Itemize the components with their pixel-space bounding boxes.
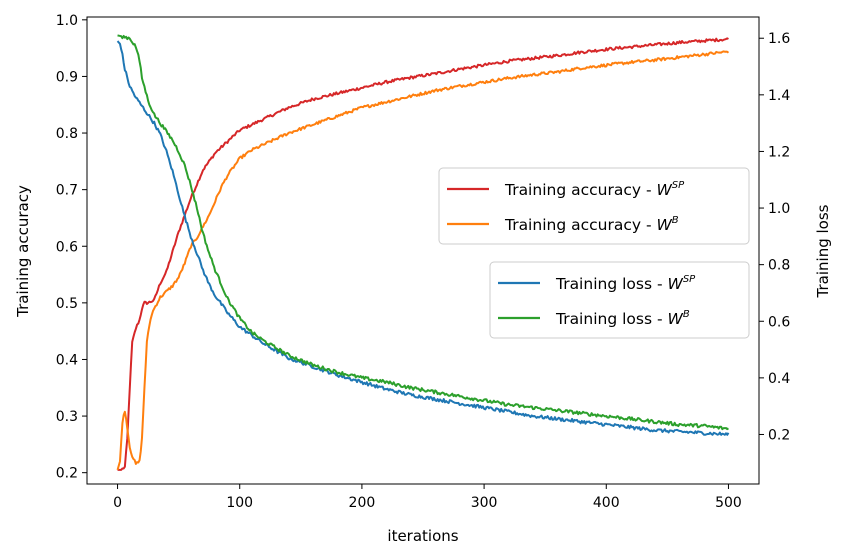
- series-line-acc_sp: [117, 37, 729, 471]
- legend-label-acc-b-text: Training accuracy -: [504, 216, 656, 234]
- y-left-tick-label: 0.4: [56, 352, 78, 368]
- series-layer: [116, 34, 730, 471]
- y-left-tick-label: 0.3: [56, 409, 78, 425]
- y-left-tick-label: 0.2: [56, 466, 78, 482]
- plot-frame: [86, 16, 760, 485]
- y-left-tick-label: 0.5: [56, 296, 78, 312]
- legend-label-loss-b: Training loss - WB: [555, 309, 690, 328]
- y-right-tick-label: 1.6: [768, 31, 790, 47]
- x-tick-label: 0: [113, 495, 122, 511]
- y-left-tick-label: 0.9: [56, 69, 78, 85]
- series-line-acc_b: [116, 50, 730, 471]
- series-line-loss_b: [117, 34, 729, 431]
- legend-label-acc-sp-sup: SP: [672, 180, 685, 191]
- y-axis-right: 0.2 0.4 0.6 0.8 1.0 1.2 1.4 1.6: [759, 31, 790, 443]
- x-tick-label: 300: [471, 495, 498, 511]
- legend-label-loss-sp-text: Training loss -: [555, 275, 667, 293]
- y-axis-left: 0.2 0.3 0.4 0.5 0.6 0.7 0.8 0.9 1.0: [56, 13, 87, 482]
- y-right-tick-label: 1.2: [768, 144, 790, 160]
- x-axis: 0 100 200 300 400 500: [113, 484, 742, 511]
- legend-label-loss-sp-w: W: [667, 275, 683, 293]
- legend-label-loss-b-sup: B: [683, 309, 690, 320]
- legend-label-acc-b-sup: B: [672, 215, 679, 226]
- series-line-loss_sp: [116, 40, 730, 436]
- legend-label-acc-sp-text: Training accuracy -: [504, 181, 656, 199]
- legend-label-loss-sp: Training loss - WSP: [555, 274, 696, 293]
- y-left-tick-label: 0.8: [56, 126, 78, 142]
- legend-accuracy-box: [438, 167, 750, 245]
- y-right-tick-label: 1.4: [768, 88, 790, 104]
- y-right-tick-label: 0.8: [768, 258, 790, 274]
- y-right-tick-label: 1.0: [768, 201, 790, 217]
- legend-label-acc-b: Training accuracy - WB: [504, 215, 679, 234]
- y-axis-right-title: Training loss: [814, 204, 832, 298]
- y-left-tick-label: 0.6: [56, 239, 78, 255]
- y-right-tick-label: 0.4: [768, 371, 790, 387]
- y-axis-left-title: Training accuracy: [14, 185, 32, 318]
- legend-loss-box: [489, 261, 750, 339]
- x-tick-label: 400: [593, 495, 620, 511]
- x-tick-label: 100: [226, 495, 253, 511]
- y-right-tick-label: 0.6: [768, 314, 790, 330]
- legend-label-loss-sp-sup: SP: [683, 274, 696, 285]
- legend-label-acc-b-w: W: [656, 216, 672, 234]
- x-axis-title: iterations: [387, 527, 458, 545]
- y-left-tick-label: 0.7: [56, 183, 78, 199]
- y-left-tick-label: 1.0: [56, 13, 78, 29]
- x-tick-label: 200: [349, 495, 376, 511]
- legend-label-loss-b-w: W: [667, 310, 683, 328]
- legend-label-loss-b-text: Training loss -: [555, 310, 667, 328]
- legend-label-acc-sp: Training accuracy - WSP: [504, 180, 685, 199]
- x-tick-label: 500: [715, 495, 742, 511]
- y-right-tick-label: 0.2: [768, 427, 790, 443]
- legend-loss: Training loss - WSP Training loss - WB: [489, 261, 750, 339]
- legend-label-acc-sp-w: W: [656, 181, 672, 199]
- legend-accuracy: Training accuracy - WSP Training accurac…: [438, 167, 750, 245]
